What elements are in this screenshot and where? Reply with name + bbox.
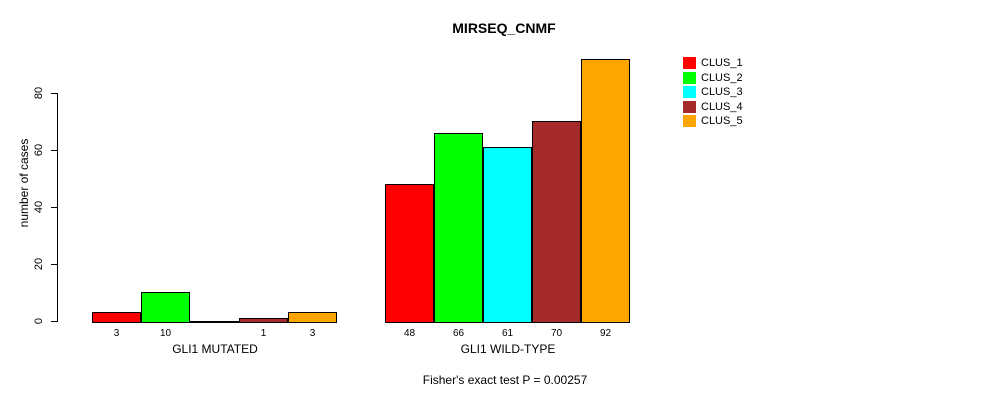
legend-color-swatch-icon [683,86,696,99]
bar-clus_1-gli1-mutated [92,312,141,323]
bar-value-label: 48 [403,328,416,339]
bar-clus_5-gli1-wild-type [581,59,630,323]
y-axis-line [57,93,58,322]
legend-item: CLUS_4 [683,100,743,115]
y-axis-tick-label: 20 [33,257,45,271]
legend-color-swatch-icon [683,71,696,84]
bar-clus_2-gli1-wild-type [434,133,483,323]
bar-clus_5-gli1-mutated [288,312,337,323]
bar-value-label: 61 [501,328,514,339]
fisher-test-annotation: Fisher's exact test P = 0.00257 [422,373,588,387]
legend-color-swatch-icon [683,115,696,128]
y-axis-tick-label: 80 [33,86,45,100]
legend-color-swatch-icon [683,57,696,70]
y-axis-tick-label: 40 [33,200,45,214]
y-axis-tick [51,93,57,94]
bar-clus_2-gli1-mutated [141,292,190,323]
y-axis-tick [51,207,57,208]
bar-value-label: 66 [452,328,465,339]
bar-clus_4-gli1-wild-type [532,121,581,323]
bar-clus_3-gli1-mutated [190,321,239,323]
y-axis-tick [51,321,57,322]
legend-item: CLUS_5 [683,114,743,129]
legend-item-label: CLUS_5 [701,115,743,128]
legend-item-label: CLUS_2 [701,71,743,84]
legend: CLUS_1 CLUS_2 CLUS_3 CLUS_4 CLUS_5 [683,56,743,129]
y-axis-tick [51,264,57,265]
bar-value-label: 92 [599,328,612,339]
legend-item: CLUS_1 [683,56,743,71]
legend-item-label: CLUS_4 [701,100,743,113]
legend-item-label: CLUS_1 [701,57,743,70]
y-axis-tick [51,150,57,151]
legend-item: CLUS_2 [683,71,743,86]
legend-item: CLUS_3 [683,85,743,100]
bar-value-label: 10 [159,328,172,339]
chart-title: MIRSEQ_CNMF [452,20,556,36]
legend-item-label: CLUS_3 [701,86,743,99]
bar-value-label: 1 [260,328,267,339]
bar-clus_1-gli1-wild-type [385,184,434,323]
bar-value-label: 70 [550,328,563,339]
bar-value-label: 3 [309,328,316,339]
legend-color-swatch-icon [683,100,696,113]
bar-clus_3-gli1-wild-type [483,147,532,323]
bar-value-label: 3 [113,328,120,339]
x-axis-group-label-wildtype: GLI1 WILD-TYPE [460,342,556,356]
y-axis-tick-label: 60 [33,143,45,157]
y-axis-tick-label: 0 [33,317,45,325]
bar-clus_4-gli1-mutated [239,318,288,323]
x-axis-group-label-mutated: GLI1 MUTATED [172,342,258,356]
